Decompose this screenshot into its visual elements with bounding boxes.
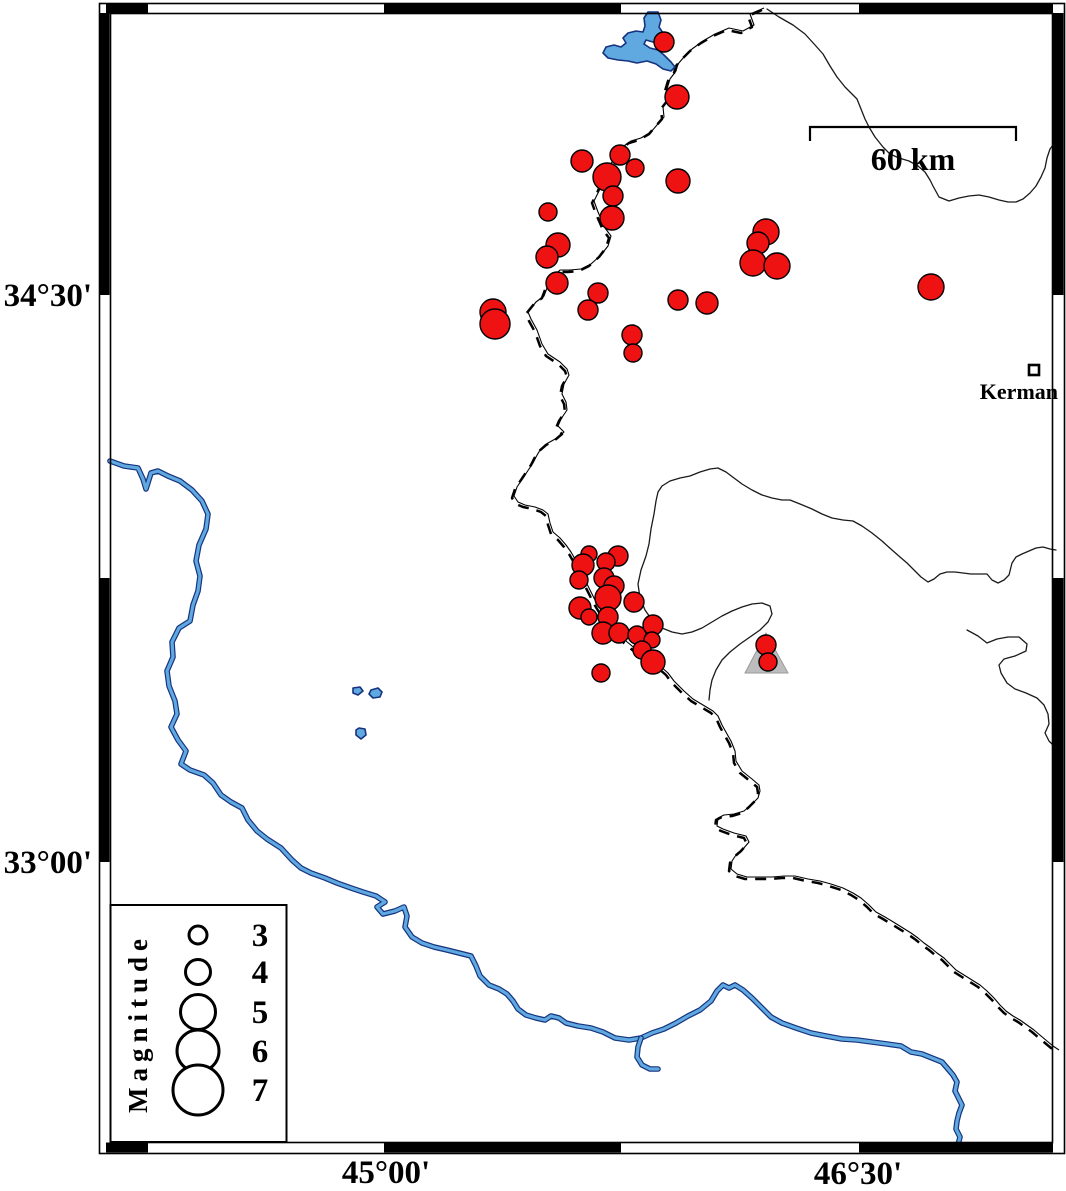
rivers-and-lakes-layer (107, 11, 965, 1148)
frame-tick (1053, 13, 1064, 295)
earthquake-marker (602, 185, 624, 207)
legend-circle-m4 (184, 958, 212, 986)
lat-label-33-00: 33°00' (4, 845, 92, 881)
earthquake-marker (580, 608, 598, 626)
earthquake-marker (739, 249, 767, 277)
frame-tick (99, 578, 110, 862)
earthquake-marker (917, 273, 945, 301)
frame-tick (1053, 578, 1064, 862)
lon-label-46-30: 46°30' (814, 1156, 902, 1191)
legend-value-6: 6 (252, 1034, 269, 1070)
earthquake-marker (535, 245, 559, 269)
lon-label-45-00: 45°00' (342, 1155, 430, 1191)
city-label: Kerman (980, 379, 1058, 404)
earthquake-marker (623, 591, 645, 613)
earthquake-marker (667, 289, 689, 311)
province-line-northeast (766, 8, 1054, 203)
island-3 (355, 727, 367, 740)
frame-tick (384, 1142, 621, 1153)
earthquake-marker (599, 205, 625, 231)
earthquake-marker (623, 343, 643, 363)
earthquake-marker (587, 282, 609, 304)
frame-tick (859, 1142, 1053, 1153)
earthquake-marker (591, 663, 611, 683)
legend-title: Magnitude (123, 933, 153, 1113)
legend-entries: 34 567 (171, 918, 269, 1117)
legend-value-7: 7 (252, 1073, 269, 1109)
legend-value-4: 4 (252, 955, 269, 991)
frame-tick (106, 3, 148, 14)
earthquake-marker (758, 652, 778, 672)
island-1 (352, 686, 364, 696)
earthquake-marker (625, 158, 645, 178)
axis-labels: 34°30' 33°00' 45°00' 46°30' (4, 278, 903, 1191)
city-square-icon (1027, 363, 1041, 377)
scale-bar: 60 km (808, 125, 1018, 177)
river-spur (635, 1036, 660, 1071)
magnitude-legend: Magnitude 34 567 (109, 904, 288, 1143)
earthquake-marker (545, 271, 569, 295)
frame-tick (99, 13, 110, 295)
city-kerman: Kerman (980, 363, 1058, 404)
legend-circle-m3 (187, 924, 209, 946)
earthquake-marker (695, 291, 719, 315)
earthquake-marker (755, 634, 777, 656)
earthquake-marker (621, 324, 643, 346)
legend-circle-m7 (171, 1063, 225, 1117)
earthquake-marker (665, 168, 691, 194)
legend-value-5: 5 (252, 995, 269, 1031)
international-border-casing (513, 7, 1060, 1051)
earthquake-marker (609, 144, 631, 166)
scale-bar-bracket (808, 125, 1018, 141)
province-line-southeast (966, 629, 1058, 751)
map-frame (98, 2, 1066, 1155)
earthquake-marker (479, 308, 511, 340)
earthquake-marker (653, 31, 675, 53)
main-river (108, 459, 964, 1147)
frame-tick (106, 1142, 148, 1153)
island-2 (368, 687, 383, 699)
international-border (510, 8, 1058, 1054)
legend-circle-m5 (179, 993, 217, 1031)
earthquake-marker (569, 570, 589, 590)
lat-label-34-30: 34°30' (4, 278, 92, 314)
earthquake-marker (664, 84, 690, 110)
province-boundaries-layer (637, 8, 1058, 751)
province-line-east (637, 467, 1057, 701)
earthquake-marker (763, 252, 791, 280)
frame-tick (384, 3, 621, 14)
earthquake-marker (577, 299, 599, 321)
legend-value-3: 3 (252, 918, 269, 954)
frame-tick (859, 3, 1053, 14)
earthquake-marker (640, 649, 666, 675)
earthquake-marker (538, 202, 558, 222)
international-border-layer (510, 7, 1060, 1054)
scale-bar-label: 60 km (871, 141, 956, 177)
earthquake-marker (570, 149, 594, 173)
earthquake-epicenters-layer (479, 31, 945, 683)
earthquake-marker (608, 622, 630, 644)
